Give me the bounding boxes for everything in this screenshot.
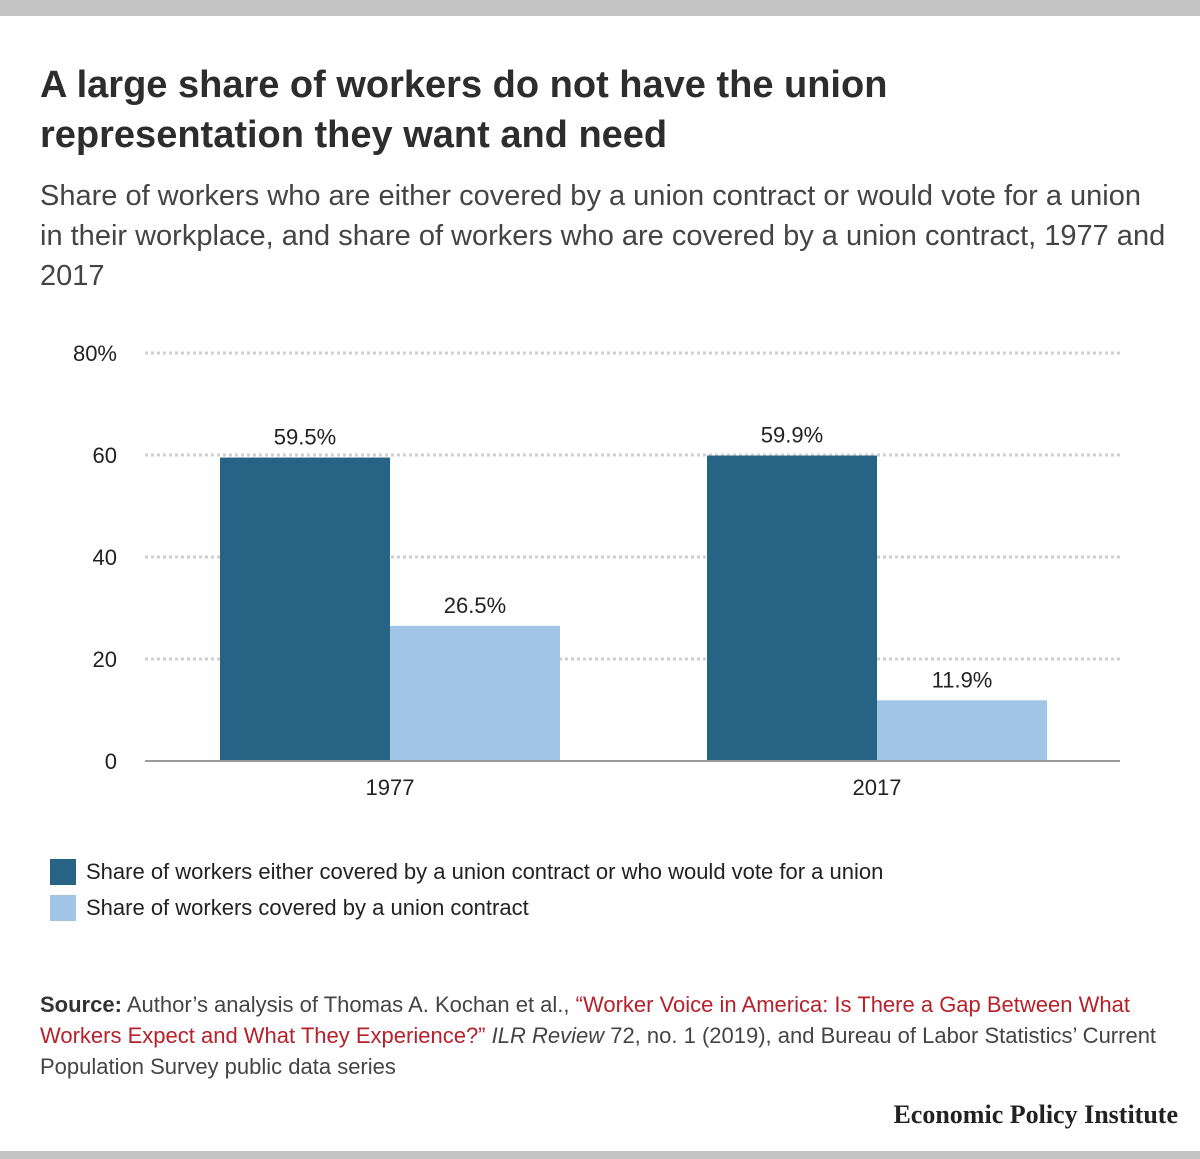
chart-subtitle: Share of workers who are either covered … — [40, 180, 1166, 292]
data-label-1977-series-1: 59.5% — [274, 425, 336, 450]
legend-item-series-1: Share of workers either covered by a uni… — [50, 855, 883, 889]
legend-swatch-series-2 — [50, 895, 76, 921]
data-label-2017-series-1: 59.9% — [761, 423, 823, 448]
legend-label-series-1: Share of workers either covered by a uni… — [86, 859, 884, 884]
bar-2017-series-2 — [877, 700, 1047, 761]
source-journal: ILR Review — [485, 1023, 605, 1048]
data-label-1977-series-2: 26.5% — [444, 593, 506, 618]
y-tick-label-60: 60 — [93, 443, 117, 468]
data-label-2017-series-2: 11.9% — [932, 667, 993, 692]
chart-title: A large share of workers do not have the… — [40, 64, 888, 156]
bar-2017-series-1 — [707, 455, 877, 761]
top-border — [0, 0, 1200, 16]
x-tick-label-1977: 1977 — [366, 775, 415, 800]
y-tick-label-80: 80% — [73, 341, 117, 366]
legend: Share of workers either covered by a uni… — [50, 855, 883, 927]
source-link[interactable]: “Worker Voice in America: Is There a Gap… — [40, 992, 1130, 1048]
source-note: Source: Author’s analysis of Thomas A. K… — [40, 989, 1170, 1082]
epi-logo: Economic Policy Institute — [893, 1100, 1178, 1129]
bar-1977-series-1 — [220, 457, 390, 761]
bar-1977-series-2 — [390, 625, 560, 761]
legend-swatch-series-1 — [50, 859, 76, 885]
bottom-border — [0, 1151, 1200, 1159]
source-text-post: 72, no. 1 (2019), and Bureau of Labor St… — [40, 1023, 1157, 1079]
x-tick-label-2017: 2017 — [853, 775, 902, 800]
source-label: Source: — [40, 992, 122, 1017]
source-text-pre: Author’s analysis of Thomas A. Kochan et… — [121, 992, 576, 1017]
legend-label-series-2: Share of workers covered by a union cont… — [86, 895, 529, 920]
bar-chart: 0 20 40 60 80% 59.5% 26.5% 1977 59.9% 11.9% 2017 — [73, 341, 1120, 800]
legend-item-series-2: Share of workers covered by a union cont… — [50, 891, 883, 925]
y-tick-label-40: 40 — [93, 545, 117, 570]
y-tick-label-20: 20 — [93, 647, 117, 672]
y-tick-label-0: 0 — [105, 749, 117, 774]
